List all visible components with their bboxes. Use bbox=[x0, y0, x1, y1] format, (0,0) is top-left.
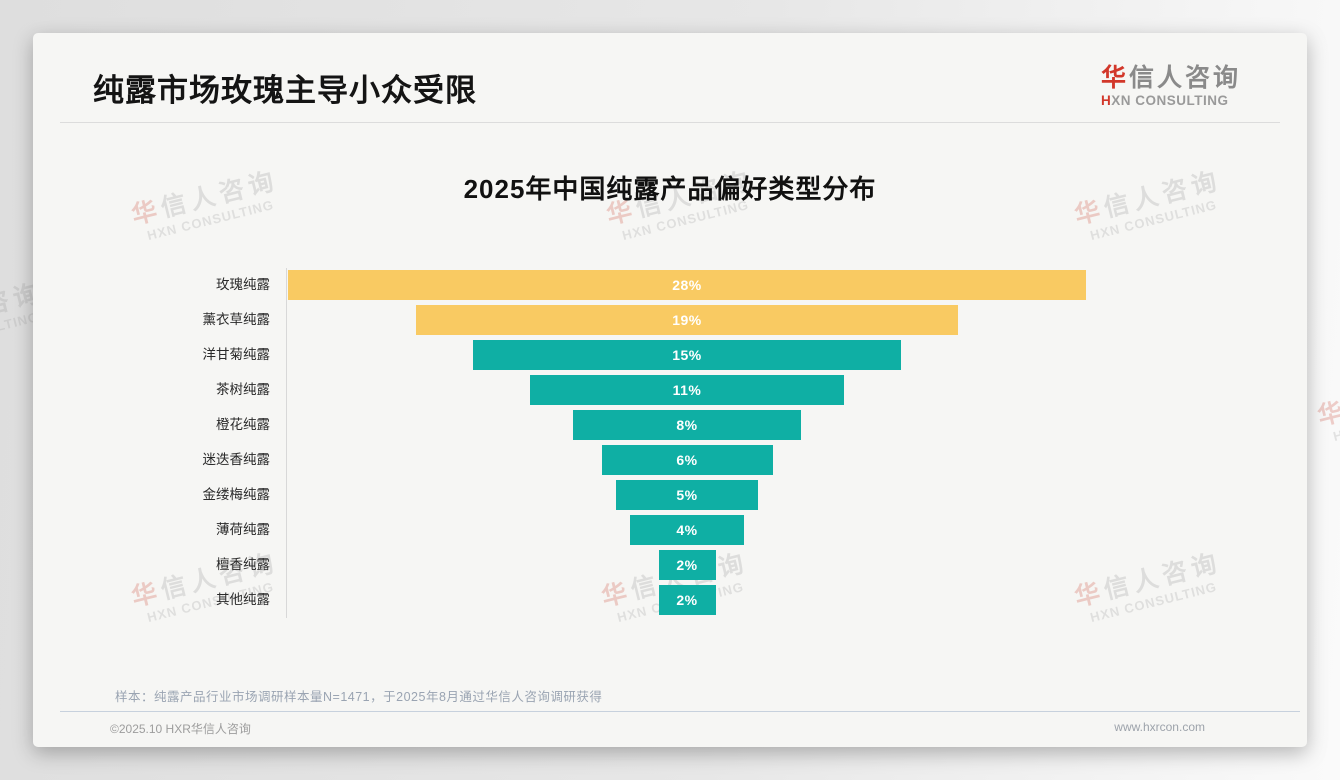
bar-value-label: 5% bbox=[676, 487, 698, 503]
footnote: 样本：纯露产品行业市场调研样本量N=1471，于2025年8月通过华信人咨询调研… bbox=[115, 690, 603, 704]
category-label: 茶树纯露 bbox=[216, 382, 270, 397]
bar-value-label: 2% bbox=[676, 557, 698, 573]
chart-row: 檀香纯露 2% bbox=[33, 550, 1307, 580]
chart-row: 玫瑰纯露 28% bbox=[33, 270, 1307, 300]
bar: 2% bbox=[658, 550, 716, 580]
chart-row: 金缕梅纯露 5% bbox=[33, 480, 1307, 510]
bar-value-label: 15% bbox=[672, 347, 702, 363]
category-label: 橙花纯露 bbox=[216, 417, 270, 432]
report-card: 华信人咨询 HXN CONSULTING 华信人咨询 HXN CONSULTING 华信… bbox=[33, 33, 1307, 747]
bar-value-label: 6% bbox=[676, 452, 698, 468]
chart-row: 其他纯露 2% bbox=[33, 585, 1307, 615]
chart-row: 迷迭香纯露 6% bbox=[33, 445, 1307, 475]
bar-value-label: 28% bbox=[672, 277, 702, 293]
chart-row: 薄荷纯露 4% bbox=[33, 515, 1307, 545]
bar-value-label: 19% bbox=[672, 312, 702, 328]
bar-area: 5% bbox=[283, 480, 1307, 510]
bar: 11% bbox=[530, 375, 844, 405]
chart-row: 橙花纯露 8% bbox=[33, 410, 1307, 440]
bar-area: 28% bbox=[283, 270, 1307, 300]
chart-rows: 玫瑰纯露 28% 薰衣草纯露 19% 洋甘菊纯露 15% 茶树纯露 11% 橙花纯露 8% 迷迭香纯… bbox=[33, 270, 1307, 615]
bar: 5% bbox=[615, 480, 759, 510]
bar: 2% bbox=[658, 585, 716, 615]
footer-url: www.hxrcon.com bbox=[1114, 720, 1205, 734]
bar-area: 15% bbox=[283, 340, 1307, 370]
bar-area: 2% bbox=[283, 585, 1307, 615]
bar: 8% bbox=[573, 410, 801, 440]
bar-value-label: 4% bbox=[676, 522, 698, 538]
category-label: 玫瑰纯露 bbox=[216, 277, 270, 292]
footer-copyright: ©2025.10 HXR华信人咨询 bbox=[110, 722, 251, 736]
category-label: 迷迭香纯露 bbox=[202, 452, 271, 467]
logo-en-text: HXN CONSULTING bbox=[1100, 93, 1229, 108]
chart-row: 薰衣草纯露 19% bbox=[33, 305, 1307, 335]
category-label: 薰衣草纯露 bbox=[202, 312, 271, 327]
category-label: 洋甘菊纯露 bbox=[202, 347, 271, 362]
bar-value-label: 2% bbox=[676, 592, 698, 608]
bar-area: 8% bbox=[283, 410, 1307, 440]
category-label: 薄荷纯露 bbox=[216, 522, 270, 537]
bar-area: 2% bbox=[283, 550, 1307, 580]
bar: 19% bbox=[416, 305, 958, 335]
category-label: 檀香纯露 bbox=[216, 557, 270, 572]
category-label: 其他纯露 bbox=[216, 592, 270, 607]
bar-area: 4% bbox=[283, 515, 1307, 545]
chart-title: 2025年中国纯露产品偏好类型分布 bbox=[463, 174, 877, 204]
bar-area: 6% bbox=[283, 445, 1307, 475]
axis-line bbox=[286, 268, 287, 618]
logo-cn-text: 华信人咨询 bbox=[1100, 64, 1241, 92]
bar-area: 11% bbox=[283, 375, 1307, 405]
chart-row: 洋甘菊纯露 15% bbox=[33, 340, 1307, 370]
funnel-bar-chart: 玫瑰纯露 28% 薰衣草纯露 19% 洋甘菊纯露 15% 茶树纯露 11% 橙花纯露 8% 迷迭香纯… bbox=[33, 268, 1307, 620]
bar: 6% bbox=[601, 445, 773, 475]
company-logo: 华信人咨询 HXN CONSULTING bbox=[1101, 63, 1241, 109]
page-title: 纯露市场玫瑰主导小众受限 bbox=[93, 73, 477, 108]
header-divider bbox=[60, 122, 1280, 123]
bar: 15% bbox=[473, 340, 901, 370]
bar: 4% bbox=[630, 515, 744, 545]
bar: 28% bbox=[288, 270, 1086, 300]
bar-value-label: 8% bbox=[676, 417, 698, 433]
bar-area: 19% bbox=[283, 305, 1307, 335]
category-label: 金缕梅纯露 bbox=[202, 487, 271, 502]
chart-row: 茶树纯露 11% bbox=[33, 375, 1307, 405]
footer-divider bbox=[60, 711, 1300, 712]
bar-value-label: 11% bbox=[672, 382, 702, 398]
